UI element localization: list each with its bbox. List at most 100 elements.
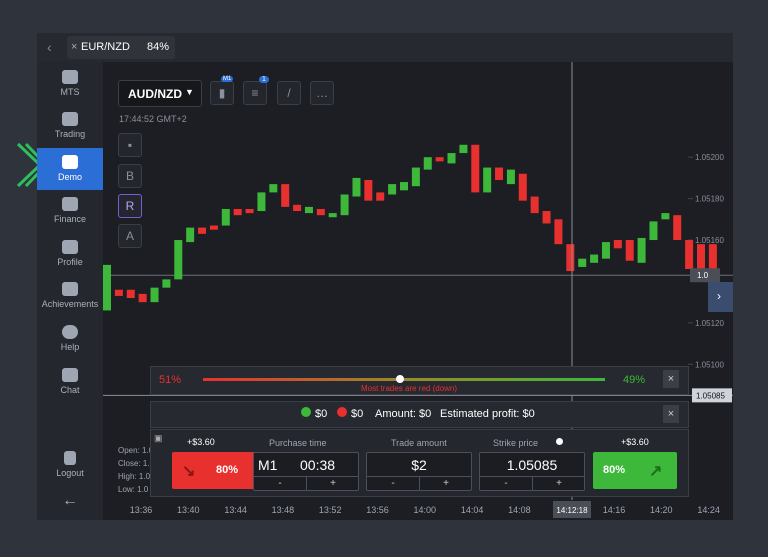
plus-button[interactable]: + — [419, 476, 472, 490]
candle-up — [150, 287, 159, 303]
candle-down — [708, 244, 717, 276]
candle-up — [269, 184, 278, 193]
candle-down — [471, 144, 480, 193]
candle-down — [542, 211, 551, 224]
indicator-badge: 1 — [259, 76, 269, 83]
logout[interactable]: Logout — [37, 451, 103, 478]
x-tick-label: 13:36 — [130, 505, 153, 515]
minus-button[interactable]: - — [254, 476, 306, 490]
candle-down — [198, 227, 207, 234]
x-tick-label: 14:16 — [603, 505, 626, 515]
candle-down — [685, 240, 694, 270]
down-button[interactable]: ↘ 80% — [172, 452, 256, 489]
down-share: 51% — [159, 374, 182, 386]
summary-row: $0 $0 Amount: $0 Estimated profit: $0 × — [150, 401, 689, 428]
candle-down — [673, 215, 682, 241]
nav-item[interactable]: MTS — [37, 70, 103, 97]
top-bar: ‹ × EUR/NZD 84% — [37, 33, 733, 62]
asset-tab[interactable]: × EUR/NZD 84% — [67, 36, 175, 59]
nav-label: Trading — [54, 129, 86, 139]
x-tick-label: 14:20 — [650, 505, 673, 515]
close-button[interactable]: × — [663, 405, 679, 423]
amount-value: $2 — [411, 457, 427, 473]
candle-up — [601, 242, 610, 259]
candle-up — [162, 279, 171, 288]
candle-down — [316, 208, 325, 216]
sentiment-bar: 51% Most trades are red (down) 49% × — [150, 366, 689, 395]
trash-button[interactable]: ▪ — [118, 133, 142, 157]
current-price-tag — [690, 268, 720, 283]
plus-button[interactable]: + — [532, 476, 585, 490]
x-tick-label: 13:40 — [177, 505, 200, 515]
y-tick-label: 1.05160 — [695, 236, 724, 245]
candle-down — [245, 208, 254, 214]
nav-item[interactable]: Profile — [37, 240, 103, 267]
plus-button[interactable]: + — [306, 476, 359, 490]
purchase-time-label: Purchase time — [269, 438, 327, 448]
candle-down — [293, 204, 302, 212]
draw-tool[interactable]: R — [118, 194, 142, 218]
candle-up — [637, 237, 646, 263]
back-button[interactable]: ‹ — [47, 39, 52, 55]
ohlc-line: Close: 1.0 — [118, 459, 155, 468]
sentiment-knob — [396, 375, 404, 383]
drawing-button[interactable]: / — [277, 81, 301, 105]
nav-item[interactable]: Help — [37, 325, 103, 352]
strike-input[interactable]: 1.05085 - + — [479, 452, 585, 491]
ohlc-line: High: 1.05 — [118, 472, 155, 481]
nav-item[interactable]: Chat — [37, 368, 103, 395]
indicators-button[interactable]: ≡ — [243, 81, 267, 105]
up-button[interactable]: 80% ↗ — [593, 452, 677, 489]
tab-pair: EUR/NZD — [81, 41, 130, 53]
chart-type-button[interactable]: ▮ — [210, 81, 234, 105]
candle-up — [649, 221, 658, 241]
nav-item[interactable]: Finance — [37, 197, 103, 224]
asset-select[interactable]: AUD/NZD ▼ — [118, 80, 202, 107]
collapse-button[interactable]: ← — [62, 492, 78, 509]
candle-up — [388, 184, 397, 195]
up-payout: 80% — [603, 464, 626, 476]
sentiment-track — [203, 378, 605, 381]
candle-down — [126, 289, 135, 299]
candle-down — [697, 244, 705, 270]
current-price-label: 1.0 — [697, 271, 709, 280]
scroll-right[interactable]: › — [708, 282, 733, 312]
minus-button[interactable]: - — [367, 476, 419, 490]
close-button[interactable]: × — [663, 370, 679, 388]
ohlc-info: Open: 1.05 Close: 1.0 High: 1.05 Low: 1.… — [118, 444, 158, 496]
candle-down — [376, 192, 385, 201]
amount: Amount: $0 — [375, 408, 432, 420]
nav-label: MTS — [60, 87, 80, 97]
candle-up — [447, 153, 456, 164]
amount-input[interactable]: $2 - + — [366, 452, 472, 491]
strike-label: 1.05085 — [696, 391, 725, 400]
nav-item[interactable]: Trading — [37, 112, 103, 139]
nav-item[interactable]: Demo — [37, 155, 103, 182]
more-button[interactable]: … — [310, 81, 334, 105]
minus-button[interactable]: - — [480, 476, 532, 490]
candle-down — [554, 219, 563, 245]
timeframe-badge: M1 — [221, 76, 234, 82]
x-tick-label: 13:56 — [366, 505, 389, 515]
candle-up — [578, 258, 587, 267]
purchase-time-input[interactable]: M1 00:38 - + — [253, 452, 359, 491]
candle-up — [423, 157, 432, 170]
candle-down — [114, 289, 123, 296]
x-tick-label: 13:44 — [224, 505, 247, 515]
draw-tool[interactable]: A — [118, 224, 142, 248]
down-payout: 80% — [216, 464, 239, 476]
x-tick-label: 14:24 — [697, 505, 720, 515]
draw-tool[interactable]: B — [118, 164, 142, 188]
x-tick-label: 13:52 — [319, 505, 342, 515]
candle-down — [625, 240, 634, 261]
y-tick-label: 1.05180 — [695, 195, 724, 204]
purchase-time: 00:38 — [300, 457, 336, 473]
logout-label: Logout — [56, 468, 84, 478]
nav-label: Help — [60, 342, 80, 352]
candle-up — [506, 169, 515, 185]
candle-up — [483, 167, 492, 193]
nav-item[interactable]: Achievements — [37, 282, 103, 309]
strike-value: 1.05085 — [506, 457, 558, 473]
crosshair-time-bg — [553, 501, 591, 518]
